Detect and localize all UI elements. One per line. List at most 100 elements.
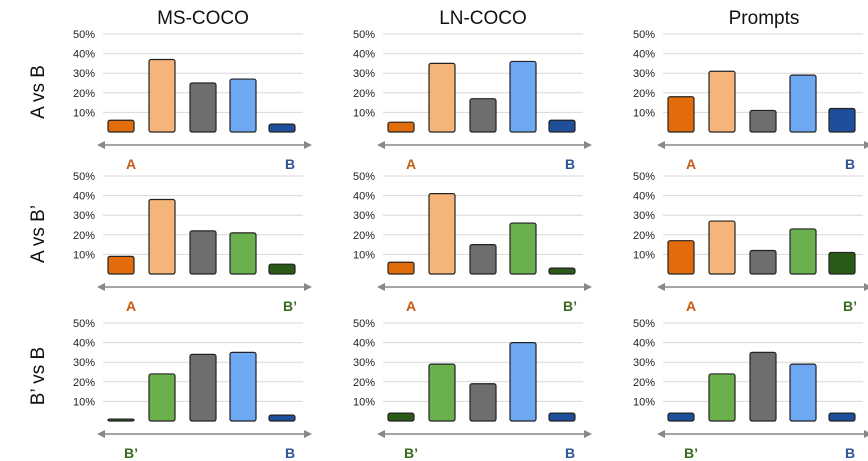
left-end-label: A <box>406 156 416 172</box>
axis-arrowhead-right <box>584 141 592 149</box>
y-tick-label: 30% <box>353 68 375 80</box>
bar <box>708 373 736 422</box>
right-end-label: B <box>565 156 575 172</box>
bar <box>189 353 217 422</box>
y-tick-label: 40% <box>633 191 655 203</box>
axis-arrowhead-right <box>304 141 312 149</box>
y-tick-label: 30% <box>633 210 655 222</box>
bar <box>469 98 497 133</box>
right-end-label: B’ <box>563 298 577 314</box>
axis-arrowhead-left <box>657 283 665 291</box>
y-tick-label: 20% <box>73 230 95 242</box>
y-tick-label: 30% <box>73 68 95 80</box>
y-tick-label: 30% <box>633 68 655 80</box>
right-end-label: B’ <box>283 298 297 314</box>
y-tick-label: 20% <box>353 377 375 389</box>
axis-arrowhead-right <box>584 430 592 438</box>
bar <box>509 222 537 275</box>
axis-arrowhead-right <box>304 430 312 438</box>
left-end-label: A <box>686 156 696 172</box>
axis-arrowhead-left <box>377 141 385 149</box>
bar <box>189 82 217 133</box>
axis-arrowhead-right <box>584 283 592 291</box>
axis-arrowhead-left <box>377 430 385 438</box>
left-end-label: B’ <box>124 445 138 461</box>
y-tick-label: 50% <box>73 171 95 183</box>
bar <box>387 412 415 422</box>
y-tick-label: 40% <box>633 49 655 61</box>
row-label-a-vs-b: A vs B <box>28 65 49 119</box>
y-tick-label: 40% <box>73 338 95 350</box>
bar <box>428 193 456 275</box>
bar <box>509 60 537 133</box>
bar <box>387 121 415 133</box>
y-tick-label: 10% <box>353 396 375 408</box>
y-tick-label: 30% <box>353 210 375 222</box>
panel-8: 10% 20% 30% 40% 50% B’ B <box>633 318 868 461</box>
bar <box>268 414 296 422</box>
bar <box>428 62 456 133</box>
bar <box>509 342 537 422</box>
y-tick-label: 10% <box>633 249 655 261</box>
bar <box>469 244 497 275</box>
y-tick-label: 20% <box>73 377 95 389</box>
left-end-label: B’ <box>684 445 698 461</box>
bar <box>828 107 856 133</box>
bar <box>548 267 576 275</box>
bar <box>428 363 456 422</box>
bar <box>828 251 856 275</box>
y-tick-label: 50% <box>353 171 375 183</box>
bar <box>548 119 576 133</box>
y-tick-label: 10% <box>73 396 95 408</box>
y-tick-label: 50% <box>633 171 655 183</box>
axis-arrowhead-right <box>864 430 868 438</box>
bar <box>148 58 176 133</box>
right-end-label: B <box>845 445 855 461</box>
y-tick-label: 40% <box>353 338 375 350</box>
panel-0: 10% 20% 30% 40% 50% A B <box>73 29 312 172</box>
y-tick-label: 20% <box>353 230 375 242</box>
panel-2: 10% 20% 30% 40% 50% A B <box>633 29 868 172</box>
y-tick-label: 10% <box>633 107 655 119</box>
y-tick-label: 30% <box>73 210 95 222</box>
y-tick-label: 10% <box>353 249 375 261</box>
bar <box>667 412 695 422</box>
y-tick-label: 20% <box>633 377 655 389</box>
panels: 10% 20% 30% 40% 50% A B 10% 20% 30% 40% 50% A B 10% 20%… <box>73 29 868 461</box>
right-end-label: B <box>285 445 295 461</box>
y-tick-label: 40% <box>353 191 375 203</box>
axis-arrowhead-left <box>657 430 665 438</box>
bar <box>789 74 817 133</box>
column-title-prompts: Prompts <box>729 8 800 29</box>
y-tick-label: 30% <box>353 357 375 369</box>
axis-arrowhead-left <box>97 283 105 291</box>
y-tick-label: 50% <box>73 29 95 41</box>
bar <box>789 363 817 422</box>
bar <box>789 228 817 275</box>
left-end-label: A <box>126 298 136 314</box>
y-tick-label: 30% <box>633 357 655 369</box>
right-end-label: B <box>285 156 295 172</box>
panel-7: 10% 20% 30% 40% 50% B’ B <box>353 318 592 461</box>
bar <box>749 249 777 275</box>
y-tick-label: 20% <box>633 230 655 242</box>
y-tick-label: 50% <box>73 318 95 330</box>
axis-arrowhead-right <box>864 141 868 149</box>
panel-1: 10% 20% 30% 40% 50% A B <box>353 29 592 172</box>
y-tick-label: 20% <box>633 88 655 100</box>
y-tick-label: 50% <box>353 29 375 41</box>
y-tick-label: 20% <box>73 88 95 100</box>
y-tick-label: 50% <box>633 318 655 330</box>
right-end-label: B <box>565 445 575 461</box>
bar <box>469 383 497 422</box>
bar <box>148 373 176 422</box>
column-title-ms-coco: MS-COCO <box>157 8 249 29</box>
y-tick-label: 40% <box>73 191 95 203</box>
bar <box>708 220 736 275</box>
column-title-ln-coco: LN-COCO <box>439 8 527 29</box>
bar <box>107 418 135 422</box>
bar <box>708 70 736 133</box>
bar <box>268 263 296 275</box>
bar <box>749 109 777 133</box>
panel-5: 10% 20% 30% 40% 50% A B’ <box>633 171 868 314</box>
